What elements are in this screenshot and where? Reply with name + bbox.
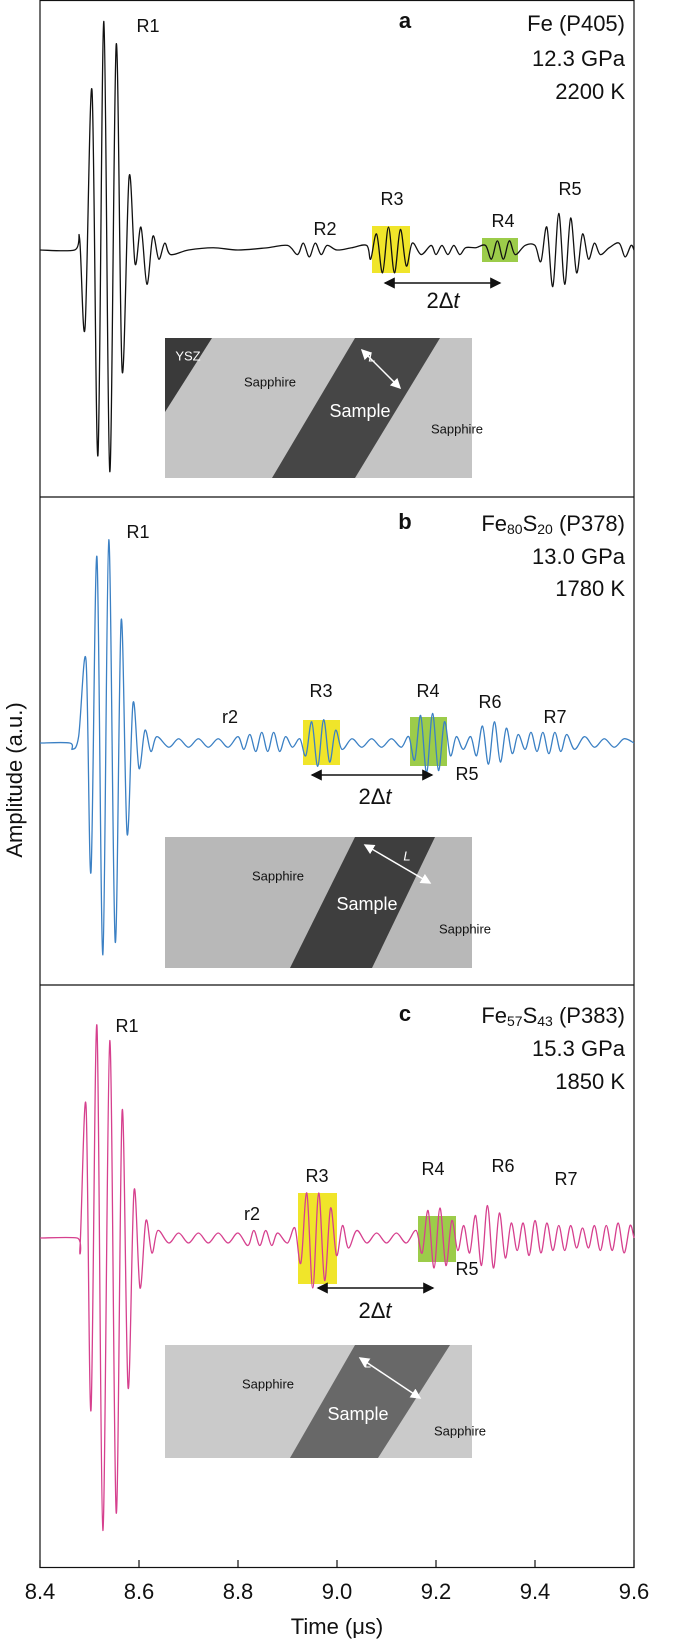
temperature: 2200 K bbox=[555, 79, 625, 104]
delta-label-part: 2Δ bbox=[358, 784, 385, 809]
micrograph-label: Sample bbox=[329, 401, 390, 421]
echo-label: R7 bbox=[554, 1169, 577, 1189]
echo-label: R3 bbox=[305, 1166, 328, 1186]
echo-label: R1 bbox=[115, 1016, 138, 1036]
echo-label: R6 bbox=[478, 692, 501, 712]
waveform bbox=[39, 1024, 635, 1532]
echo-label: R4 bbox=[491, 211, 514, 231]
temperature: 1850 K bbox=[555, 1069, 625, 1094]
x-tick-label: 8.6 bbox=[124, 1579, 155, 1604]
pressure: 12.3 GPa bbox=[532, 46, 626, 71]
panel-label: a bbox=[399, 8, 412, 33]
x-tick-label: 9.2 bbox=[421, 1579, 452, 1604]
length-arrow bbox=[363, 844, 432, 884]
x-tick-label: 8.4 bbox=[25, 1579, 56, 1604]
micrograph-label: L bbox=[368, 349, 375, 364]
micrograph-label: Sapphire bbox=[439, 921, 491, 936]
echo-label: R7 bbox=[543, 707, 566, 727]
x-axis-title: Time (μs) bbox=[291, 1614, 384, 1639]
micrograph-label: YSZ bbox=[175, 348, 200, 363]
echo-label: r2 bbox=[244, 1204, 260, 1224]
echo-label: R6 bbox=[491, 1156, 514, 1176]
echo-label: R5 bbox=[455, 1259, 478, 1279]
sample-name-part: Fe (P405) bbox=[527, 11, 625, 36]
micrograph-label: Sapphire bbox=[252, 868, 304, 883]
pressure: 13.0 GPa bbox=[532, 544, 626, 569]
pressure: 15.3 GPa bbox=[532, 1036, 626, 1061]
x-tick-label: 9.4 bbox=[520, 1579, 551, 1604]
x-tick-label: 9.6 bbox=[619, 1579, 650, 1604]
echo-label: R4 bbox=[416, 681, 439, 701]
length-arrow bbox=[358, 1357, 422, 1399]
delta-label: 2Δt bbox=[358, 784, 392, 809]
sample-name: Fe57S43 (P383) bbox=[481, 1003, 625, 1029]
sample-name-part: 20 bbox=[537, 521, 553, 537]
echo-label: R5 bbox=[558, 179, 581, 199]
echo-label: R1 bbox=[136, 16, 159, 36]
sample-name-part: (P378) bbox=[553, 511, 625, 536]
sample-name: Fe (P405) bbox=[527, 11, 625, 36]
echo-label: R3 bbox=[309, 681, 332, 701]
micrograph-label: Sapphire bbox=[434, 1423, 486, 1438]
x-tick-label: 9.0 bbox=[322, 1579, 353, 1604]
echo-label: R2 bbox=[313, 219, 336, 239]
waveform bbox=[39, 20, 635, 473]
micrograph-label: L bbox=[364, 1355, 371, 1370]
delta-label-part: t bbox=[385, 784, 392, 809]
micrograph-label: Sapphire bbox=[244, 374, 296, 389]
sample-name-part: Fe bbox=[481, 1003, 507, 1028]
micrograph-label: Sample bbox=[327, 1404, 388, 1424]
panel-label: c bbox=[399, 1001, 411, 1026]
delta-label: 2Δt bbox=[426, 288, 460, 313]
sample-name-part: 43 bbox=[537, 1013, 553, 1029]
delta-label-part: t bbox=[385, 1298, 392, 1323]
sample-name-part: 57 bbox=[507, 1013, 523, 1029]
sample-name-part: S bbox=[523, 511, 538, 536]
micrograph-label: L bbox=[403, 848, 410, 863]
echo-highlight bbox=[303, 720, 340, 765]
sample-name-part: Fe bbox=[481, 511, 507, 536]
sample-name: Fe80S20 (P378) bbox=[481, 511, 625, 537]
waveform bbox=[39, 538, 635, 956]
sample-name-part: 80 bbox=[507, 521, 523, 537]
panel-label: b bbox=[398, 509, 411, 534]
delta-label-part: 2Δ bbox=[426, 288, 453, 313]
echo-label: R5 bbox=[455, 764, 478, 784]
echo-label: r2 bbox=[222, 707, 238, 727]
delta-label-part: 2Δ bbox=[358, 1298, 385, 1323]
x-tick-label: 8.8 bbox=[223, 1579, 254, 1604]
echo-label: R4 bbox=[421, 1159, 444, 1179]
micrograph-ysz bbox=[165, 338, 212, 412]
length-arrow bbox=[360, 348, 402, 390]
echo-label: R3 bbox=[380, 189, 403, 209]
temperature: 1780 K bbox=[555, 576, 625, 601]
micrograph-label: Sample bbox=[336, 894, 397, 914]
delta-label-part: t bbox=[453, 288, 460, 313]
micrograph-label: Sapphire bbox=[242, 1376, 294, 1391]
sample-name-part: (P383) bbox=[553, 1003, 625, 1028]
micrograph-label: Sapphire bbox=[431, 421, 483, 436]
y-axis-title: Amplitude (a.u.) bbox=[2, 702, 27, 857]
echo-label: R1 bbox=[126, 522, 149, 542]
sample-name-part: S bbox=[523, 1003, 538, 1028]
delta-label: 2Δt bbox=[358, 1298, 392, 1323]
